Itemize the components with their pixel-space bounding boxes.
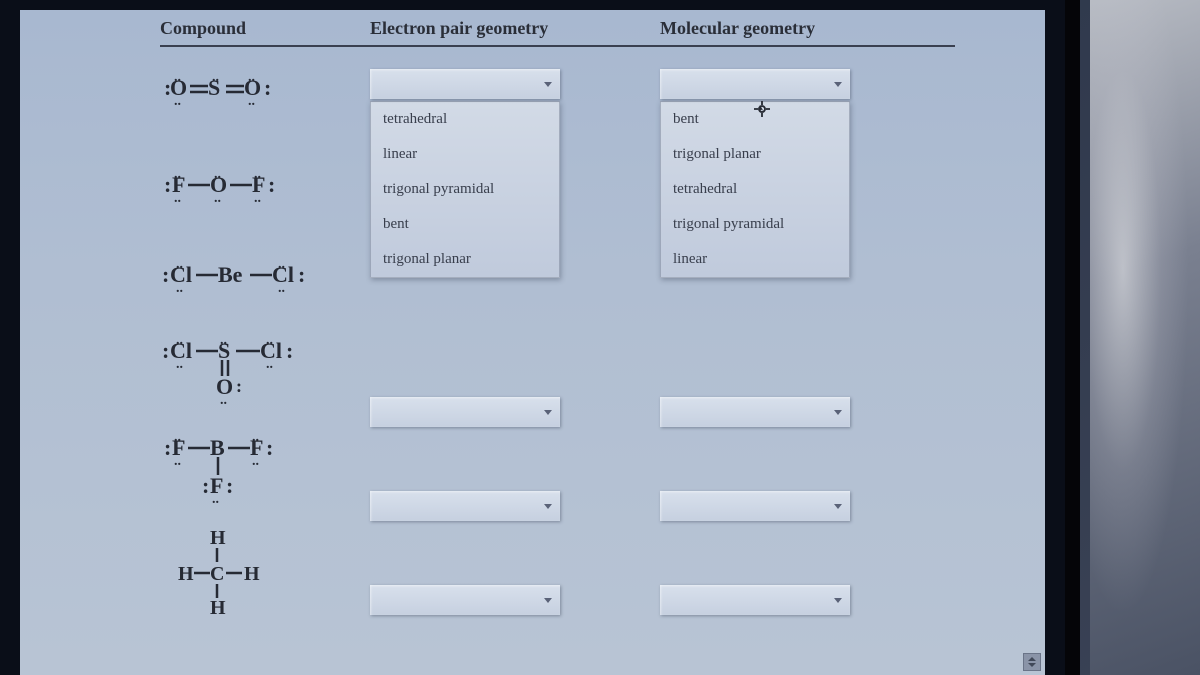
compound-becl2: : Cl .. .. Be Cl .. .. : [160,231,370,321]
svg-text::: : [164,172,171,197]
svg-text:..: .. [278,281,285,296]
svg-text:..: .. [174,191,181,206]
svg-text:..: .. [266,357,273,372]
compound-of2: : F .. .. O .. .. F .. .. : [160,141,370,231]
svg-text:H: H [210,597,226,619]
mg-drop-4[interactable] [660,397,850,427]
epg-option-list: tetrahedral linear trigonal pyramidal be… [370,101,560,278]
compound-ch4: H H C H H [160,525,370,625]
mg-drop-1[interactable] [660,69,850,99]
svg-text:..: .. [174,94,181,109]
svg-text:..: .. [214,191,221,206]
monitor-bezel: Compound Electron pair geometry Molecula… [0,0,1080,675]
svg-text:Be: Be [218,262,243,287]
svg-text::: : [162,338,169,363]
svg-text:..: .. [254,191,261,206]
mg-option[interactable]: tetrahedral [661,172,849,207]
svg-text:H: H [210,527,226,549]
app-screen: Compound Electron pair geometry Molecula… [20,10,1045,675]
svg-text::: : [268,172,275,197]
mg-drop-5[interactable] [660,491,850,521]
header-mg: Molecular geometry [660,18,950,39]
svg-text::: : [266,435,273,460]
epg-option[interactable]: bent [371,207,559,242]
svg-text:..: .. [220,333,227,348]
compound-bf3: : F .. .. B F .. .. : : F : [160,421,370,525]
svg-text::: : [162,262,169,287]
epg-drop-4[interactable] [370,397,560,427]
svg-text:..: .. [214,167,221,182]
svg-text:..: .. [174,70,181,85]
epg-drop-1[interactable] [370,69,560,99]
svg-text:H: H [178,563,194,585]
svg-text::: : [236,376,242,396]
mg-option[interactable]: linear [661,242,849,277]
compound-column: : O .. .. S .. O .. .. : [160,69,370,625]
svg-text:B: B [210,435,225,460]
svg-text:..: .. [212,492,219,507]
header-compound: Compound [160,18,370,39]
svg-text:..: .. [176,281,183,296]
epg-drop-6[interactable] [370,585,560,615]
svg-text:..: .. [252,430,259,445]
mg-option[interactable]: trigonal pyramidal [661,207,849,242]
compound-so2: : O .. .. S .. O .. .. : [160,69,370,141]
svg-text::: : [286,338,293,363]
mg-option-list: bent trigonal planar tetrahedral trigona… [660,101,850,278]
epg-drop-5[interactable] [370,491,560,521]
svg-text:..: .. [174,430,181,445]
header-epg: Electron pair geometry [370,18,660,39]
svg-text:..: .. [220,393,227,408]
svg-text:..: .. [248,94,255,109]
epg-option[interactable]: trigonal planar [371,242,559,277]
svg-text:..: .. [176,333,183,348]
svg-text:..: .. [174,454,181,469]
svg-text::: : [264,75,271,100]
svg-text:..: .. [212,70,219,85]
svg-text:..: .. [252,454,259,469]
mg-option[interactable]: bent [661,102,849,137]
svg-text::: : [226,473,233,498]
svg-text:H: H [244,563,260,585]
svg-text:..: .. [254,167,261,182]
svg-text::: : [298,262,305,287]
svg-text:..: .. [176,357,183,372]
scroll-corner-icon[interactable] [1023,653,1041,671]
table-header-row: Compound Electron pair geometry Molecula… [160,18,955,47]
svg-text::: : [164,435,171,460]
mg-option[interactable]: trigonal planar [661,137,849,172]
body-grid: : O .. .. S .. O .. .. : [160,69,955,625]
svg-text:..: .. [278,257,285,272]
svg-text:..: .. [174,167,181,182]
svg-text:C: C [210,563,224,585]
epg-option[interactable]: trigonal pyramidal [371,172,559,207]
epg-option[interactable]: linear [371,137,559,172]
mg-drop-6[interactable] [660,585,850,615]
epg-column: tetrahedral linear trigonal pyramidal be… [370,69,660,625]
svg-text:..: .. [176,257,183,272]
mg-column: bent trigonal planar tetrahedral trigona… [660,69,950,625]
epg-option[interactable]: tetrahedral [371,102,559,137]
photo-background [1090,0,1200,675]
svg-text:..: .. [266,333,273,348]
compound-socl2: : Cl .. .. S .. Cl .. .. : O [160,321,370,421]
svg-text:..: .. [248,70,255,85]
svg-text::: : [202,473,209,498]
